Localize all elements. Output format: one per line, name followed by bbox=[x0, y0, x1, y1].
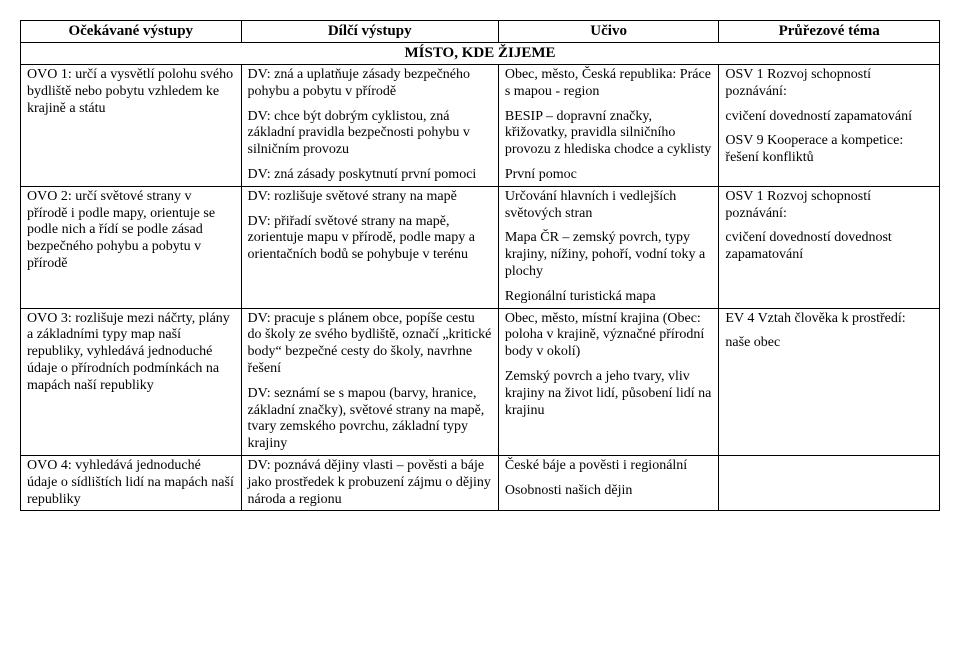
dv1a: DV: zná a uplatňuje zásady bezpečného po… bbox=[248, 67, 492, 101]
cell-dv3: DV: pracuje s plánem obce, popíše cestu … bbox=[241, 308, 498, 455]
dv2a: DV: rozlišuje světové strany na mapě bbox=[248, 189, 492, 206]
pt2a: OSV 1 Rozvoj schopností poznávání: bbox=[725, 189, 933, 223]
cell-ucivo3: Obec, město, místní krajina (Obec: poloh… bbox=[498, 308, 719, 455]
header-col4: Průřezové téma bbox=[719, 21, 940, 43]
dv1b: DV: chce být dobrým cyklistou, zná zákla… bbox=[248, 109, 492, 159]
pt1c: OSV 9 Kooperace a kompetice: řešení konf… bbox=[725, 133, 933, 167]
cell-ovo2: OVO 2: určí světové strany v přírodě i p… bbox=[21, 186, 242, 308]
ovo3-text: OVO 3: rozlišuje mezi náčrty, plány a zá… bbox=[27, 311, 235, 395]
u1b: BESIP – dopravní značky, křižovatky, pra… bbox=[505, 109, 713, 159]
ovo1-text: OVO 1: určí a vysvětlí polohu svého bydl… bbox=[27, 67, 235, 117]
header-col1: Očekávané výstupy bbox=[21, 21, 242, 43]
cell-pt1: OSV 1 Rozvoj schopností poznávání: cviče… bbox=[719, 65, 940, 187]
pt1a: OSV 1 Rozvoj schopností poznávání: bbox=[725, 67, 933, 101]
ovo2-text: OVO 2: určí světové strany v přírodě i p… bbox=[27, 189, 235, 273]
u2a: Určování hlavních i vedlejších světových… bbox=[505, 189, 713, 223]
header-row: Očekávané výstupy Dílčí výstupy Učivo Pr… bbox=[21, 21, 940, 43]
u1a: Obec, město, Česká republika: Práce s ma… bbox=[505, 67, 713, 101]
u4a: České báje a pověsti i regionální bbox=[505, 458, 713, 475]
ovo4-text: OVO 4: vyhledává jednoduché údaje o sídl… bbox=[27, 458, 235, 508]
dv4a: DV: poznává dějiny vlasti – pověsti a bá… bbox=[248, 458, 492, 508]
u2c: Regionální turistická mapa bbox=[505, 289, 713, 306]
section-title: MÍSTO, KDE ŽIJEME bbox=[21, 43, 940, 65]
table-row: OVO 2: určí světové strany v přírodě i p… bbox=[21, 186, 940, 308]
u3b: Zemský povrch a jeho tvary, vliv krajiny… bbox=[505, 369, 713, 419]
dv2b: DV: přiřadí světové strany na mapě, zori… bbox=[248, 214, 492, 264]
table-row: OVO 3: rozlišuje mezi náčrty, plány a zá… bbox=[21, 308, 940, 455]
dv3a: DV: pracuje s plánem obce, popíše cestu … bbox=[248, 311, 492, 378]
cell-ucivo4: České báje a pověsti i regionální Osobno… bbox=[498, 455, 719, 510]
pt2b: cvičení dovedností dovednost zapamatován… bbox=[725, 230, 933, 264]
header-col3: Učivo bbox=[498, 21, 719, 43]
cell-pt3: EV 4 Vztah člověka k prostředí: naše obe… bbox=[719, 308, 940, 455]
table-row: OVO 4: vyhledává jednoduché údaje o sídl… bbox=[21, 455, 940, 510]
cell-ucivo1: Obec, město, Česká republika: Práce s ma… bbox=[498, 65, 719, 187]
cell-ovo1: OVO 1: určí a vysvětlí polohu svého bydl… bbox=[21, 65, 242, 187]
pt3b: naše obec bbox=[725, 335, 933, 352]
cell-dv1: DV: zná a uplatňuje zásady bezpečného po… bbox=[241, 65, 498, 187]
cell-ovo3: OVO 3: rozlišuje mezi náčrty, plány a zá… bbox=[21, 308, 242, 455]
dv3b: DV: seznámí se s mapou (barvy, hranice, … bbox=[248, 386, 492, 453]
u1c: První pomoc bbox=[505, 167, 713, 184]
table-row: OVO 1: určí a vysvětlí polohu svého bydl… bbox=[21, 65, 940, 187]
u3a: Obec, město, místní krajina (Obec: poloh… bbox=[505, 311, 713, 361]
curriculum-table: Očekávané výstupy Dílčí výstupy Učivo Pr… bbox=[20, 20, 940, 511]
dv1c: DV: zná zásady poskytnutí první pomoci bbox=[248, 167, 492, 184]
cell-dv2: DV: rozlišuje světové strany na mapě DV:… bbox=[241, 186, 498, 308]
header-col2: Dílčí výstupy bbox=[241, 21, 498, 43]
u4b: Osobnosti našich dějin bbox=[505, 483, 713, 500]
section-row: MÍSTO, KDE ŽIJEME bbox=[21, 43, 940, 65]
cell-dv4: DV: poznává dějiny vlasti – pověsti a bá… bbox=[241, 455, 498, 510]
cell-pt2: OSV 1 Rozvoj schopností poznávání: cviče… bbox=[719, 186, 940, 308]
cell-ovo4: OVO 4: vyhledává jednoduché údaje o sídl… bbox=[21, 455, 242, 510]
u2b: Mapa ČR – zemský povrch, typy krajiny, n… bbox=[505, 230, 713, 280]
pt3a: EV 4 Vztah člověka k prostředí: bbox=[725, 311, 933, 328]
pt1b: cvičení dovedností zapamatování bbox=[725, 109, 933, 126]
cell-ucivo2: Určování hlavních i vedlejších světových… bbox=[498, 186, 719, 308]
cell-pt4 bbox=[719, 455, 940, 510]
